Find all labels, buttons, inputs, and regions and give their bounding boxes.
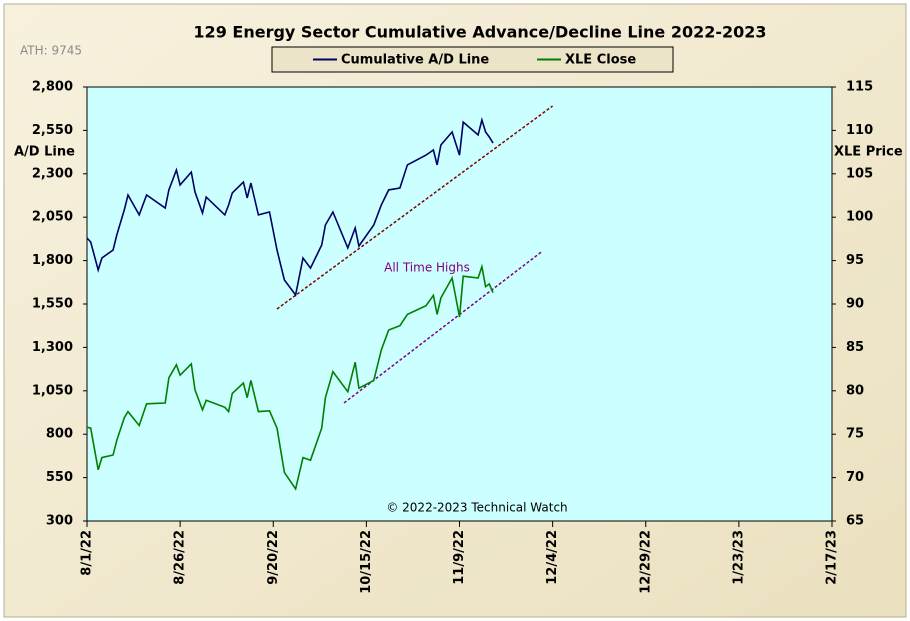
y2-tick-label: 90: [846, 297, 864, 312]
trendline: [276, 105, 554, 310]
y-tick-label: 2,550: [32, 123, 73, 138]
y2-tick-label: 110: [846, 123, 873, 138]
legend: [271, 46, 674, 73]
y2-tick-label: 115: [846, 80, 873, 95]
x-tick-label: 9/20/22: [266, 530, 281, 585]
y2-tick-label: 95: [846, 253, 864, 268]
y2-tick-label: 70: [846, 470, 864, 485]
y-tick-label: 2,050: [32, 210, 73, 225]
annotation: All Time Highs: [384, 261, 470, 275]
x-tick-label: 10/15/22: [359, 530, 374, 594]
series-line: [86, 263, 494, 491]
x-tick-label: 12/4/22: [545, 530, 560, 585]
x-tick-label: 11/9/22: [452, 530, 467, 585]
y-tick-label: 1,050: [32, 383, 73, 398]
y-tick-label: 1,550: [32, 297, 73, 312]
plot-area: [86, 86, 833, 522]
trendline: [343, 251, 542, 404]
y-tick-label: 550: [46, 470, 73, 485]
y-tick-label: 800: [46, 427, 73, 442]
y-tick-label: 1,300: [32, 340, 73, 355]
y2-tick-label: 105: [846, 166, 873, 181]
chart-title: 129 Energy Sector Cumulative Advance/Dec…: [193, 23, 766, 42]
y2-tick-label: 85: [846, 340, 864, 355]
y-axis-title: A/D Line: [14, 145, 75, 160]
y-tick-label: 1,800: [32, 253, 73, 268]
y2-tick-label: 75: [846, 427, 864, 442]
y2-axis-title: XLE Price: [834, 145, 903, 160]
x-tick-label: 1/23/23: [731, 530, 746, 585]
y-tick-label: 300: [46, 514, 73, 529]
credit: © 2022-2023 Technical Watch: [386, 501, 567, 515]
y-tick-label: 2,800: [32, 80, 73, 95]
y2-tick-label: 65: [846, 514, 864, 529]
x-tick-label: 8/26/22: [173, 530, 188, 585]
y-tick-label: 2,300: [32, 166, 73, 181]
y2-tick-label: 80: [846, 383, 864, 398]
x-tick-label: 2/17/23: [825, 530, 840, 585]
legend-label: XLE Close: [565, 53, 636, 68]
ath-note: ATH: 9745: [20, 44, 82, 58]
x-tick-label: 8/1/22: [80, 530, 95, 576]
legend-label: Cumulative A/D Line: [341, 53, 489, 68]
y2-tick-label: 100: [846, 210, 873, 225]
x-tick-label: 12/29/22: [638, 530, 653, 594]
series-line: [86, 117, 494, 297]
